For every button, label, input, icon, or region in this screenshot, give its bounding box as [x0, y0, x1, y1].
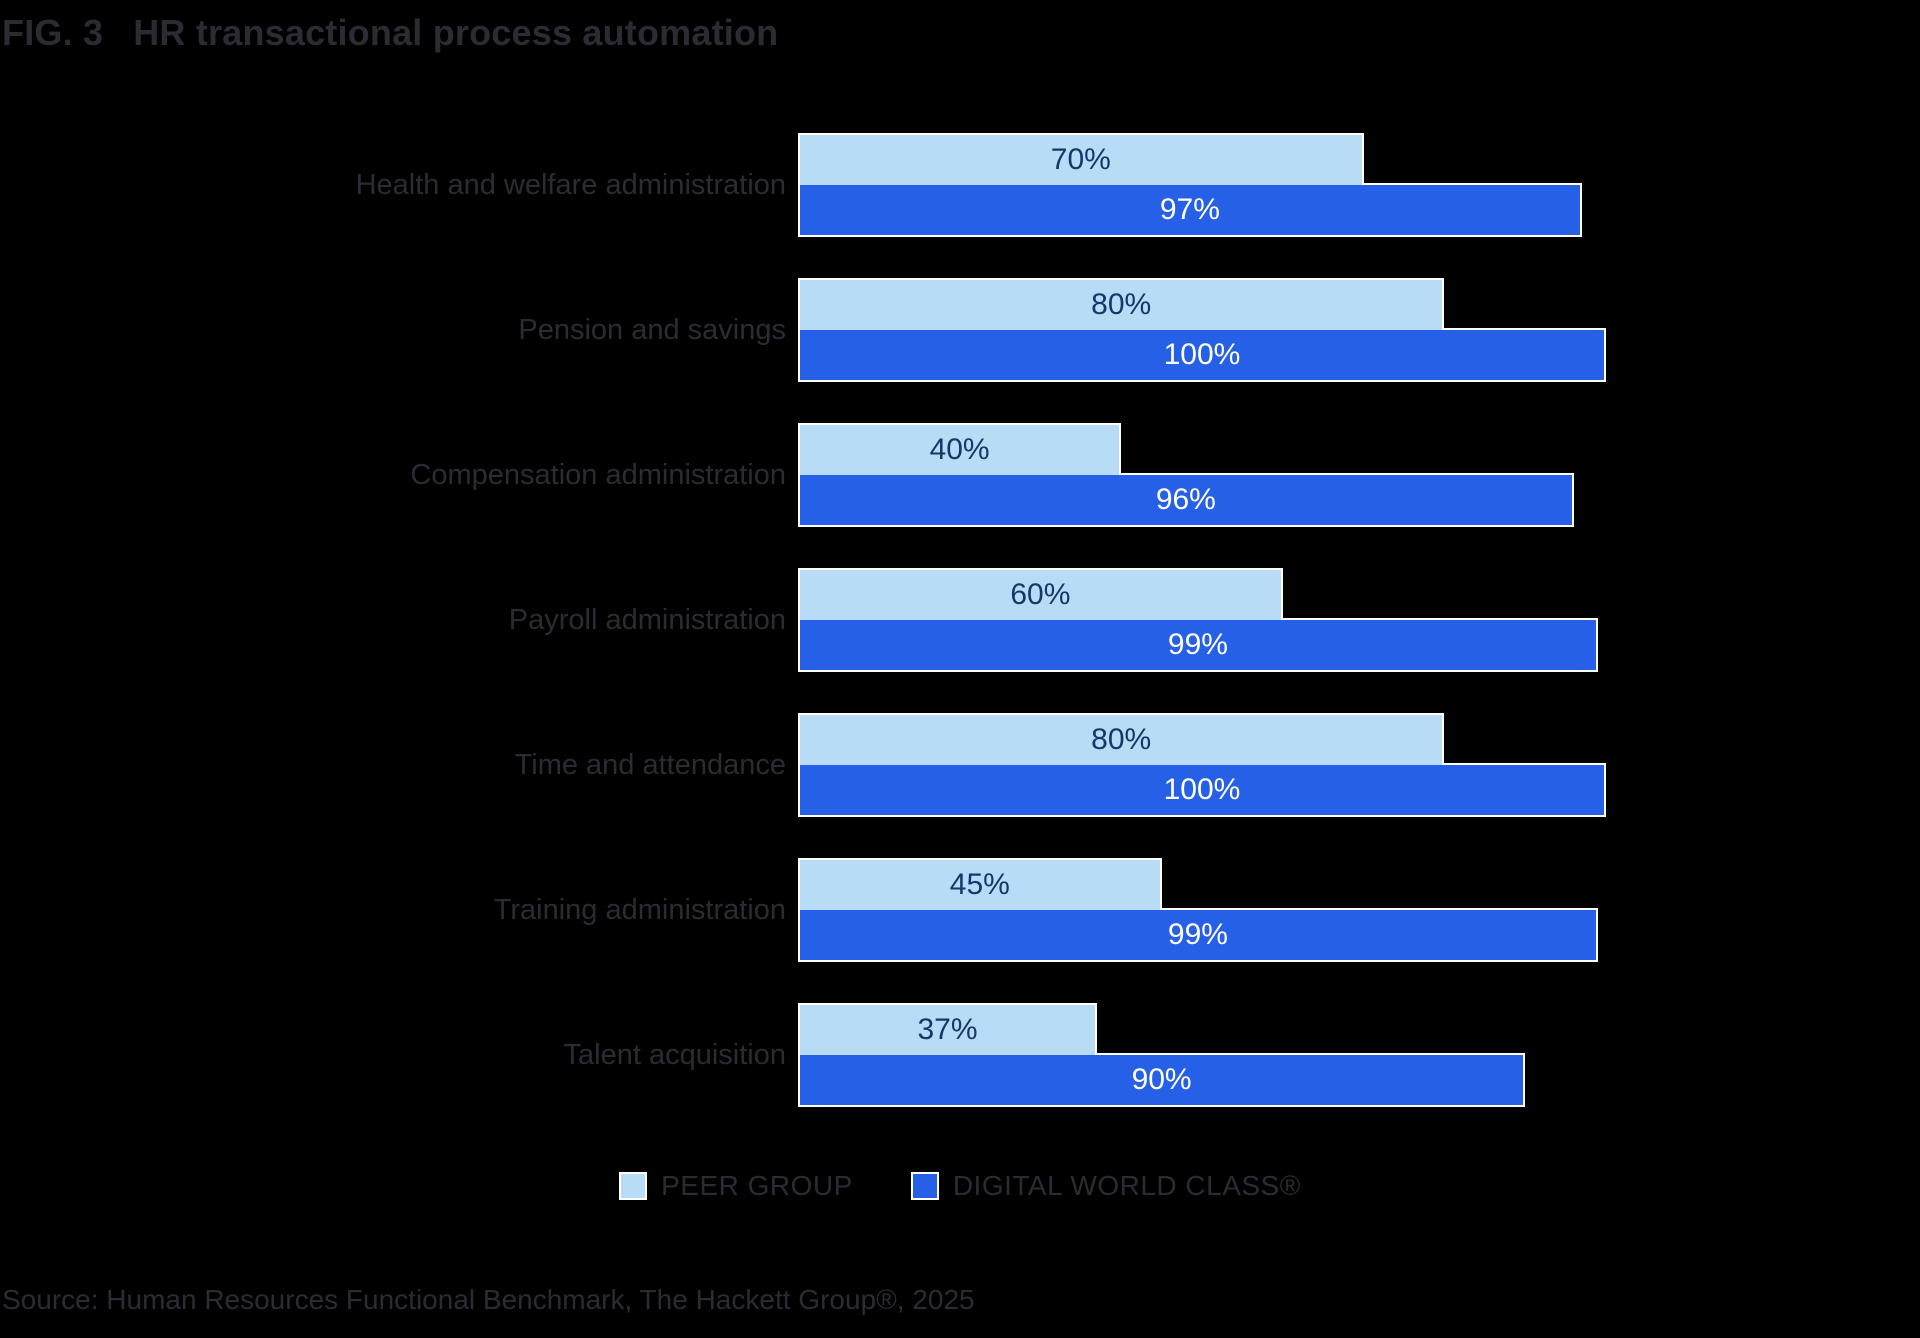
digital-world-class-bar: 96% [798, 473, 1574, 527]
peer-group-value-label: 37% [917, 1013, 978, 1046]
figure-heading: HR transactional process automation [133, 12, 779, 53]
peer-group-bar: 80% [798, 713, 1445, 765]
category-label: Time and attendance [514, 748, 786, 781]
figure-title: FIG. 3 HR transactional process automatio… [2, 12, 778, 54]
digital-world-class-bar: 90% [798, 1053, 1526, 1107]
legend-swatch [910, 1172, 939, 1200]
digital-world-class-bar: 100% [798, 328, 1606, 382]
peer-group-value-label: 40% [929, 433, 990, 466]
legend-label: PEER GROUP [661, 1170, 853, 1201]
peer-group-bar: 70% [798, 133, 1364, 185]
bar-group: 70% 97% [798, 133, 1606, 237]
chart-row: Training administration 45% 99% [0, 858, 1920, 962]
peer-group-bar: 45% [798, 858, 1162, 910]
category-label: Payroll administration [508, 603, 786, 636]
legend-item: DIGITAL WORLD CLASS® [910, 1170, 1301, 1202]
digital-world-class-value-label: 100% [1163, 773, 1241, 806]
category-label: Compensation administration [410, 458, 786, 491]
digital-world-class-bar: 99% [798, 618, 1598, 672]
chart-row: Talent acquisition 37% 90% [0, 1003, 1920, 1107]
bar-group: 40% 96% [798, 423, 1606, 527]
peer-group-value-label: 80% [1091, 723, 1152, 756]
figure-number: FIG. 3 [2, 12, 104, 53]
chart-legend: PEER GROUP DIGITAL WORLD CLASS® [0, 1170, 1920, 1202]
chart-row: Payroll administration 60% 99% [0, 568, 1920, 672]
peer-group-value-label: 80% [1091, 288, 1152, 321]
digital-world-class-value-label: 99% [1167, 628, 1228, 661]
chart-row: Health and welfare administration 70% 97… [0, 133, 1920, 237]
digital-world-class-value-label: 99% [1167, 918, 1228, 951]
legend-label: DIGITAL WORLD CLASS® [952, 1170, 1301, 1201]
chart-row: Time and attendance 80% 100% [0, 713, 1920, 817]
category-label: Health and welfare administration [355, 168, 786, 201]
peer-group-value-label: 60% [1010, 578, 1071, 611]
chart-row: Pension and savings 80% 100% [0, 278, 1920, 382]
peer-group-value-label: 70% [1050, 143, 1111, 176]
peer-group-bar: 40% [798, 423, 1122, 475]
bar-group: 60% 99% [798, 568, 1606, 672]
digital-world-class-value-label: 90% [1131, 1063, 1192, 1096]
digital-world-class-value-label: 96% [1155, 483, 1216, 516]
peer-group-bar: 37% [798, 1003, 1097, 1055]
digital-world-class-bar: 99% [798, 908, 1598, 962]
bar-group: 45% 99% [798, 858, 1606, 962]
bar-group: 80% 100% [798, 713, 1606, 817]
digital-world-class-bar: 97% [798, 183, 1582, 237]
legend-swatch [619, 1172, 648, 1200]
source-note: Source: Human Resources Functional Bench… [2, 1284, 975, 1315]
bar-group: 37% 90% [798, 1003, 1606, 1107]
peer-group-bar: 60% [798, 568, 1283, 620]
chart-row: Compensation administration 40% 96% [0, 423, 1920, 527]
peer-group-bar: 80% [798, 278, 1445, 330]
peer-group-value-label: 45% [949, 868, 1010, 901]
legend-item: PEER GROUP [619, 1170, 853, 1202]
bar-group: 80% 100% [798, 278, 1606, 382]
category-label: Pension and savings [518, 313, 786, 346]
digital-world-class-value-label: 100% [1163, 338, 1241, 371]
category-label: Training administration [493, 893, 786, 926]
digital-world-class-bar: 100% [798, 763, 1606, 817]
bar-chart: Health and welfare administration 70% 97… [0, 133, 1920, 1148]
digital-world-class-value-label: 97% [1159, 193, 1220, 226]
category-label: Talent acquisition [563, 1038, 786, 1071]
